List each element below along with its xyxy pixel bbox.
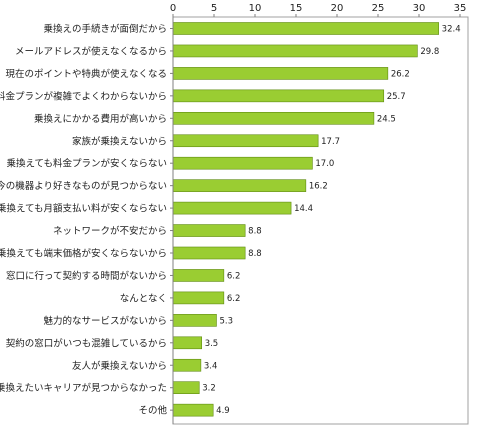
bar [172, 381, 200, 395]
x-tick-label: 0 [170, 3, 176, 14]
value-label: 17.0 [315, 159, 334, 169]
x-tick-label: 25 [372, 3, 385, 14]
x-tick-label: 10 [249, 3, 262, 14]
x-tick-label: 5 [211, 3, 217, 14]
bar [172, 201, 292, 215]
category-label: 料金プランが複雑でよくわからないから [0, 90, 167, 102]
value-label: 8.8 [248, 227, 262, 237]
category-label: 乗換えたいキャリアが見つからなかった [0, 382, 167, 394]
bar [172, 156, 313, 170]
bar [172, 67, 389, 80]
category-labels: 乗換えの手続きが面倒だからメールアドレスが使えなくなるから現在のポイントや特典が… [0, 23, 173, 417]
bar [172, 89, 385, 103]
value-label: 16.2 [309, 182, 328, 192]
category-label: 乗換えにかかる費用が高いから [34, 113, 167, 125]
category-label: 友人が乗換えないから [72, 360, 167, 372]
bar [172, 134, 319, 148]
bar [172, 314, 217, 327]
value-label: 26.2 [391, 69, 410, 79]
value-label: 32.4 [442, 25, 461, 35]
x-tick-label: 30 [413, 3, 426, 14]
bar [172, 246, 246, 260]
category-label: 窓口に行って契約する時間がないから [6, 270, 167, 282]
value-label: 6.2 [227, 294, 241, 304]
x-axis-ticks: 0 5 10 15 20 25 30 35 [170, 3, 467, 17]
x-tick-label: 15 [290, 3, 303, 14]
value-label: 8.8 [248, 249, 262, 259]
category-label: その他 [138, 405, 167, 417]
value-label: 3.5 [205, 339, 219, 349]
bar [172, 291, 225, 305]
value-label: 3.4 [204, 361, 218, 371]
value-label: 14.4 [294, 204, 313, 214]
x-tick-label: 20 [331, 3, 344, 14]
value-label: 3.2 [202, 384, 216, 394]
category-label: 乗換えても端末価格が安くならないから [0, 248, 167, 260]
bar [172, 44, 418, 58]
value-label: 5.3 [219, 316, 233, 326]
value-label: 4.9 [216, 406, 230, 416]
bar [172, 336, 203, 350]
category-label: 現在のポイントや特典が使えなくなる [5, 68, 167, 80]
category-label: 乗換えの手続きが面倒だから [43, 23, 167, 35]
bar [172, 179, 307, 192]
x-tick-label: 35 [454, 3, 467, 14]
bar [172, 269, 225, 282]
category-label: 乗換えても月額支払い料が安くならない [0, 203, 167, 215]
bar [172, 403, 214, 417]
category-label: 乗換えても料金プランが安くならない [6, 158, 167, 170]
value-label: 17.7 [321, 137, 340, 147]
bar [172, 22, 439, 35]
value-label: 29.8 [420, 47, 439, 57]
bar [172, 224, 246, 237]
category-label: 今の機器より好きなものが見つからない [0, 180, 167, 192]
bar [172, 112, 375, 125]
bars [172, 17, 439, 424]
category-label: メールアドレスが使えなくなるから [15, 45, 167, 57]
category-label: 契約の窓口がいつも混雑しているから [6, 337, 167, 349]
value-label: 25.7 [387, 92, 406, 102]
category-label: ネットワークが不安だから [53, 225, 167, 237]
category-label: なんとなく [120, 293, 167, 304]
value-label: 24.5 [377, 114, 396, 124]
category-label: 家族が乗換えないから [72, 135, 167, 147]
value-labels: 32.4 29.8 26.2 25.7 24.5 17.7 17.0 16.2 14.4 8.8 8… [202, 25, 460, 417]
bar [172, 358, 202, 372]
category-label: 魅力的なサービスがないから [43, 315, 167, 327]
value-label: 6.2 [227, 271, 241, 281]
